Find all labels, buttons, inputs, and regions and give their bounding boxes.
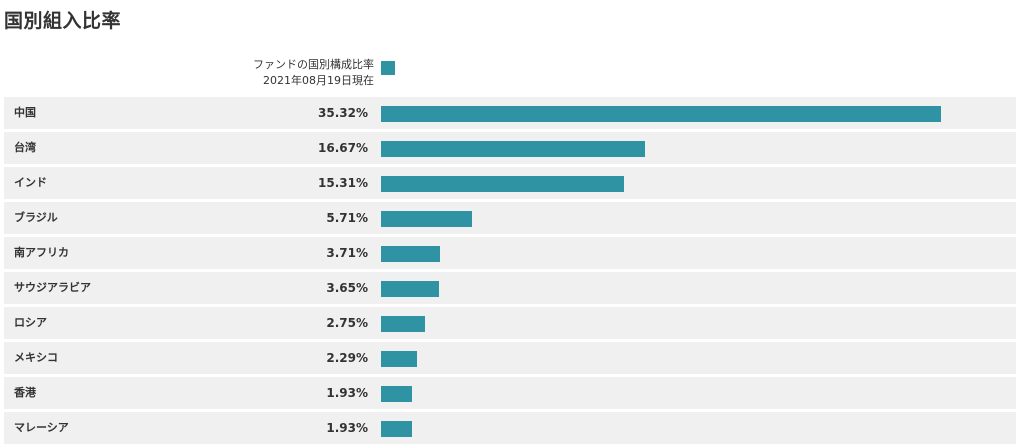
legend-swatch: [381, 61, 395, 75]
chart-row: メキシコ 2.29%: [4, 342, 1016, 374]
chart-row: ブラジル 5.71%: [4, 202, 1016, 234]
bar: [381, 421, 412, 437]
bar: [381, 246, 440, 262]
category-label: ブラジル: [14, 211, 58, 224]
chart-row: 台湾 16.67%: [4, 132, 1016, 164]
value-label: 3.65%: [326, 281, 368, 295]
bar: [381, 211, 472, 227]
legend-series-name: ファンドの国別構成比率: [253, 58, 374, 71]
page-title: 国別組入比率: [4, 10, 122, 32]
category-label: メキシコ: [14, 351, 58, 364]
category-label: インド: [14, 176, 47, 189]
category-label: サウジアラビア: [14, 281, 91, 294]
chart-row: マレーシア 1.93%: [4, 412, 1016, 444]
category-label: マレーシア: [14, 421, 69, 434]
category-label: 中国: [14, 106, 36, 119]
category-label: ロシア: [14, 316, 47, 329]
bar-chart: 中国 35.32% 台湾 16.67% インド 15.31% ブラジル 5.71% 南アフリカ 3…: [4, 97, 1016, 445]
category-label: 台湾: [14, 141, 36, 154]
category-label: 香港: [14, 386, 36, 399]
bar: [381, 351, 417, 367]
chart-row: インド 15.31%: [4, 167, 1016, 199]
value-label: 1.93%: [326, 386, 368, 400]
category-label: 南アフリカ: [14, 246, 69, 259]
bar: [381, 316, 425, 332]
value-label: 5.71%: [326, 211, 368, 225]
value-label: 2.75%: [326, 316, 368, 330]
value-label: 1.93%: [326, 421, 368, 435]
bar: [381, 106, 941, 122]
bar: [381, 386, 412, 402]
bar: [381, 176, 624, 192]
value-label: 35.32%: [318, 106, 368, 120]
chart-row: 南アフリカ 3.71%: [4, 237, 1016, 269]
chart-row: ロシア 2.75%: [4, 307, 1016, 339]
value-label: 15.31%: [318, 176, 368, 190]
bar: [381, 141, 645, 157]
chart-row: 中国 35.32%: [4, 97, 1016, 129]
chart-row: サウジアラビア 3.65%: [4, 272, 1016, 304]
value-label: 2.29%: [326, 351, 368, 365]
chart-legend: ファンドの国別構成比率 2021年08月19日現在: [253, 57, 374, 89]
chart-row: 香港 1.93%: [4, 377, 1016, 409]
bar: [381, 281, 439, 297]
legend-date: 2021年08月19日現在: [263, 74, 374, 87]
value-label: 16.67%: [318, 141, 368, 155]
value-label: 3.71%: [326, 246, 368, 260]
